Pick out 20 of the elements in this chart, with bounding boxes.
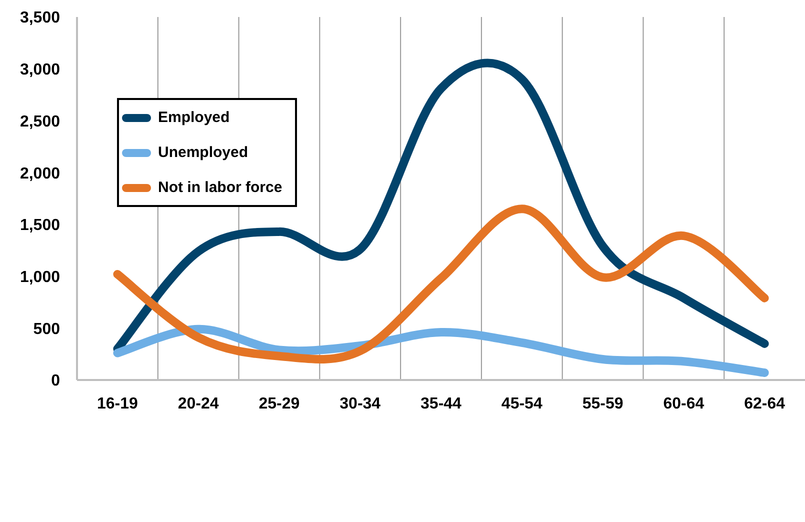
y-tick-label: 500	[33, 320, 60, 338]
legend-label: Employed	[158, 109, 230, 126]
x-tick-label: 55-59	[582, 395, 624, 412]
x-tick-label: 25-29	[258, 395, 300, 412]
legend-label: Unemployed	[158, 144, 248, 161]
y-tick-label: 2,500	[20, 113, 60, 130]
y-tick-label: 1,000	[20, 268, 60, 286]
x-tick-label: 20-24	[178, 395, 219, 412]
y-tick-label: 0	[51, 372, 60, 390]
x-tick-label: 16-19	[96, 395, 138, 412]
y-tick-label: 1,500	[20, 217, 60, 234]
x-tick-label: 35-44	[420, 395, 462, 412]
y-tick-label: 2,000	[20, 165, 60, 182]
legend-label: Not in labor force	[158, 179, 282, 196]
x-tick-label: 45-54	[501, 395, 542, 412]
x-tick-label: 62-64	[744, 395, 786, 412]
y-tick-label: 3,000	[20, 62, 60, 79]
y-tick-label: 3,500	[20, 10, 60, 27]
x-tick-label: 60-64	[663, 395, 704, 412]
x-tick-label: 30-34	[340, 395, 381, 412]
